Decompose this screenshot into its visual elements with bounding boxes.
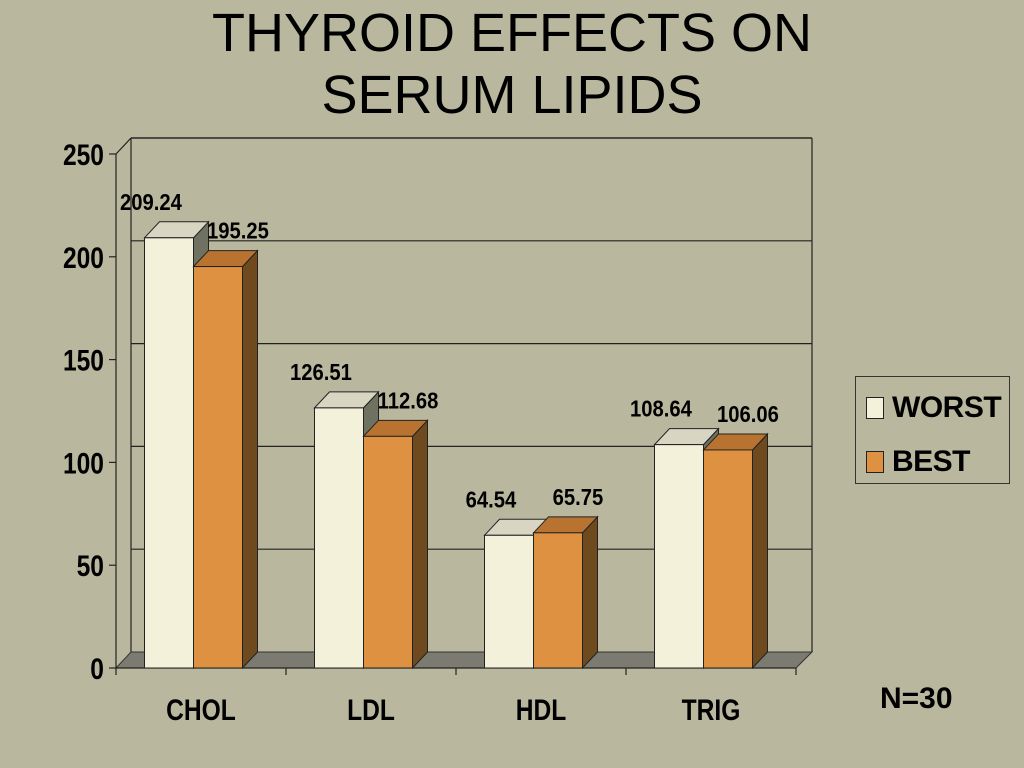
bar-side-best-trig [752,432,768,670]
y-tick-label: 0 [90,652,104,686]
y-tick-label: 250 [63,138,104,172]
y-tick-label: 200 [63,240,104,274]
data-label-worst-hdl: 64.54 [466,486,517,513]
bar-side-best-hdl [582,515,598,670]
bar-side-best-chol [242,249,258,670]
bar-worst-trig [654,444,704,669]
data-label-worst-trig: 108.64 [630,395,692,422]
bar-best-ldl [363,435,413,669]
bar-worst-ldl [314,407,364,669]
data-label-best-chol: 195.25 [207,217,269,244]
bar-best-chol [193,266,243,669]
x-category-label: LDL [347,693,395,727]
chart-title: THYROID EFFECTS ON SERUM LIPIDS [0,2,1024,126]
legend-label-best: BEST [892,445,971,478]
legend-swatch-best [866,451,884,473]
data-label-worst-ldl: 126.51 [290,359,352,386]
data-label-best-ldl: 112.68 [378,387,439,414]
x-category-label: HDL [516,693,567,727]
bar-worst-hdl [484,534,534,669]
bar-side-best-ldl [412,419,428,670]
y-tick-label: 150 [63,343,104,377]
y-tick-label: 100 [63,446,104,480]
y-axis-top-connector [115,137,132,155]
title-line-2: SERUM LIPIDS [321,65,703,125]
bar-worst-chol [144,237,194,669]
bar-best-hdl [533,532,583,669]
data-label-best-trig: 106.06 [717,401,779,428]
x-category-label: TRIG [682,693,741,727]
title-line-1: THYROID EFFECTS ON [211,3,812,63]
legend-item-worst: WORST [866,391,1002,425]
bar-best-trig [703,449,753,669]
y-tick-label: 50 [77,549,104,583]
x-category-label: CHOL [166,693,236,727]
legend-item-best: BEST [866,445,971,479]
data-label-worst-chol: 209.24 [120,189,182,216]
data-label-best-hdl: 65.75 [553,484,604,511]
legend: WORST BEST [855,376,1010,484]
legend-swatch-worst [866,397,884,419]
sample-size-note: N=30 [880,682,953,715]
legend-label-worst: WORST [892,391,1002,424]
